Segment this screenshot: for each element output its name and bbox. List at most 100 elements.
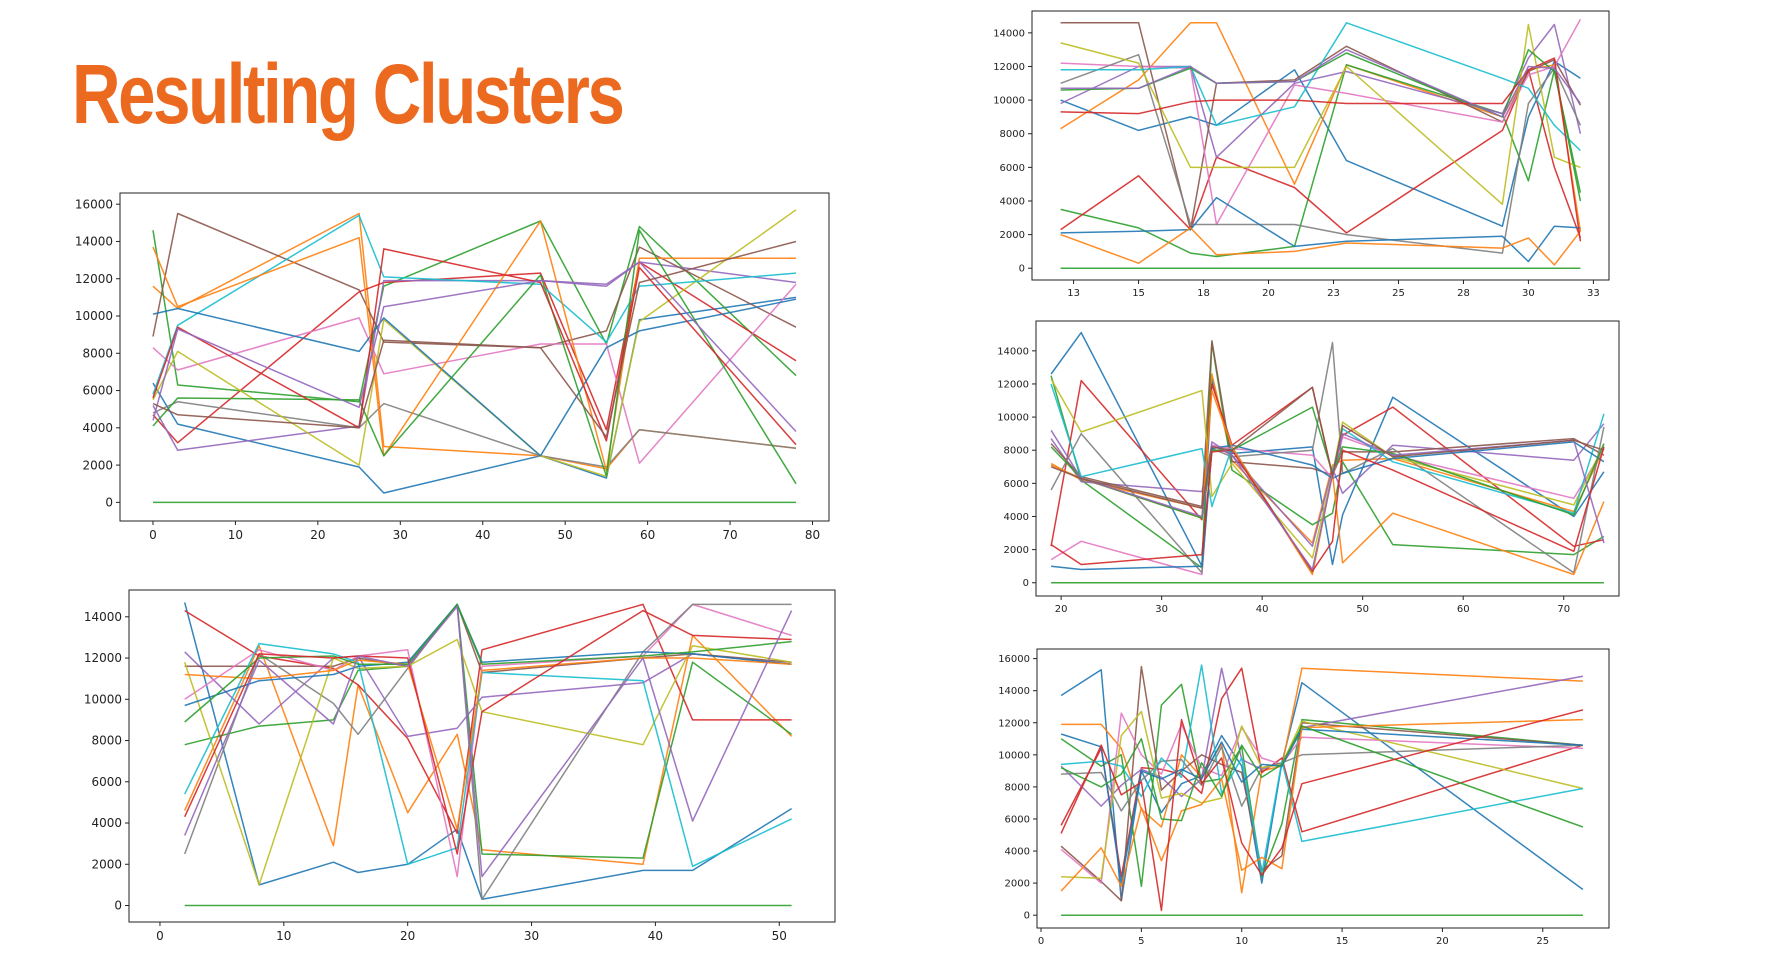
series-line-14 [1060, 57, 1582, 242]
y-tick-label: 4000 [82, 421, 113, 435]
series-line-12 [1060, 718, 1583, 892]
x-tick-label: 20 [1055, 604, 1068, 615]
series-group [1060, 664, 1584, 916]
y-tick-label: 8000 [1004, 446, 1029, 457]
y-tick-label: 2000 [1000, 230, 1025, 241]
x-tick-label: 30 [524, 929, 539, 943]
plot-frame [128, 589, 836, 923]
x-tick-label: 28 [1457, 288, 1470, 299]
y-tick-label: 8000 [1000, 129, 1025, 140]
cluster-chart-2: 0 10 20 30 40 50 0 2000 4000 6000 8000 10000 12000 14… [84, 589, 836, 943]
series-line-3 [1060, 64, 1582, 258]
series-line-10 [184, 642, 792, 868]
cluster-chart-4: 20 30 40 50 60 70 0 2000 4000 6000 8000 10000 12000 1… [997, 320, 1620, 615]
x-tick-label: 50 [772, 929, 787, 943]
series-line-12 [184, 657, 792, 830]
x-tick-label: 20 [310, 528, 325, 542]
y-tick-label: 14000 [75, 235, 113, 249]
series-line-7 [1050, 436, 1605, 576]
series-line-11 [152, 298, 797, 457]
x-tick-label: 5 [1138, 936, 1144, 947]
series-line-14 [1060, 709, 1584, 912]
y-tick-label: 2000 [1005, 879, 1030, 890]
y-tick-label: 10000 [993, 96, 1025, 107]
y-tick-label: 12000 [997, 379, 1029, 390]
x-tick-label: 23 [1327, 288, 1340, 299]
series-line-15 [152, 261, 797, 433]
y-tick-label: 10000 [998, 750, 1030, 761]
y-tick-label: 2000 [82, 458, 113, 472]
y-tick-label: 8000 [82, 346, 113, 360]
series-line-5 [184, 651, 792, 738]
series-line-7 [184, 603, 792, 878]
y-tick-label: 0 [1023, 578, 1029, 589]
series-group [183, 602, 793, 907]
x-tick-label: 20 [400, 929, 415, 943]
y-tick-label: 4000 [91, 816, 122, 830]
series-line-6 [152, 212, 797, 349]
x-tick-label: 0 [1038, 936, 1044, 947]
series-line-15 [184, 605, 793, 878]
series-line-15 [1050, 429, 1605, 571]
x-tick-label: 10 [1235, 936, 1248, 947]
x-tick-label: 30 [1522, 288, 1535, 299]
x-tick-label: 40 [1256, 604, 1269, 615]
x-tick-label: 60 [640, 528, 655, 542]
x-tick-label: 50 [1356, 604, 1369, 615]
y-tick-label: 12000 [75, 272, 113, 286]
cluster-chart-5: 0 5 10 15 20 25 0 2000 4000 6000 8000 10000 12000 140… [998, 648, 1610, 947]
y-tick-label: 8000 [1005, 782, 1030, 793]
series-line-13 [1060, 725, 1584, 828]
y-tick-label: 6000 [1004, 479, 1029, 490]
y-tick-label: 12000 [84, 651, 122, 665]
series-line-10 [1050, 383, 1605, 574]
series-line-4 [184, 603, 792, 835]
y-tick-label: 6000 [1005, 814, 1030, 825]
y-tick-label: 10000 [75, 309, 113, 323]
y-tick-label: 0 [105, 496, 113, 510]
x-tick-label: 20 [1262, 288, 1275, 299]
y-tick-label: 4000 [1000, 196, 1025, 207]
series-line-8 [152, 400, 797, 468]
series-line-9 [183, 638, 792, 886]
series-line-8 [1060, 53, 1582, 254]
x-tick-label: 30 [393, 528, 408, 542]
x-tick-label: 10 [276, 929, 291, 943]
y-tick-label: 8000 [91, 734, 122, 748]
y-tick-label: 14000 [993, 28, 1025, 39]
series-line-6 [1050, 340, 1605, 508]
series-line-1 [183, 602, 792, 901]
series-line-10 [1060, 22, 1581, 152]
x-tick-label: 40 [648, 929, 663, 943]
series-line-9 [1060, 23, 1581, 206]
x-tick-label: 0 [149, 528, 157, 542]
y-tick-label: 10000 [84, 692, 122, 706]
slide-title: Resulting Clusters [72, 47, 625, 141]
x-tick-label: 15 [1336, 936, 1349, 947]
y-tick-label: 14000 [84, 610, 122, 624]
series-line-13 [184, 603, 792, 723]
x-tick-label: 25 [1392, 288, 1405, 299]
x-tick-label: 18 [1197, 288, 1210, 299]
plot-frame [1031, 10, 1610, 281]
x-tick-label: 33 [1587, 288, 1600, 299]
series-line-13 [1060, 48, 1582, 193]
y-tick-label: 0 [1019, 264, 1025, 275]
series-line-4 [152, 261, 797, 444]
series-line-2 [184, 634, 793, 866]
x-tick-label: 30 [1155, 604, 1168, 615]
series-line-9 [1050, 378, 1605, 559]
y-tick-label: 4000 [1005, 847, 1030, 858]
series-group [1060, 19, 1582, 269]
y-tick-label: 4000 [1004, 512, 1029, 523]
y-tick-label: 12000 [998, 718, 1030, 729]
x-tick-label: 20 [1436, 936, 1449, 947]
series-line-11 [1051, 441, 1605, 571]
x-tick-label: 70 [1557, 604, 1570, 615]
y-tick-label: 16000 [998, 654, 1030, 665]
series-line-13 [152, 229, 797, 485]
series-line-7 [152, 283, 797, 464]
cluster-chart-3: 13 15 18 20 23 25 28 30 33 0 2000 4000 6000 8000 10000… [993, 10, 1610, 299]
series-line-3 [1050, 341, 1605, 569]
x-tick-label: 0 [156, 929, 164, 943]
